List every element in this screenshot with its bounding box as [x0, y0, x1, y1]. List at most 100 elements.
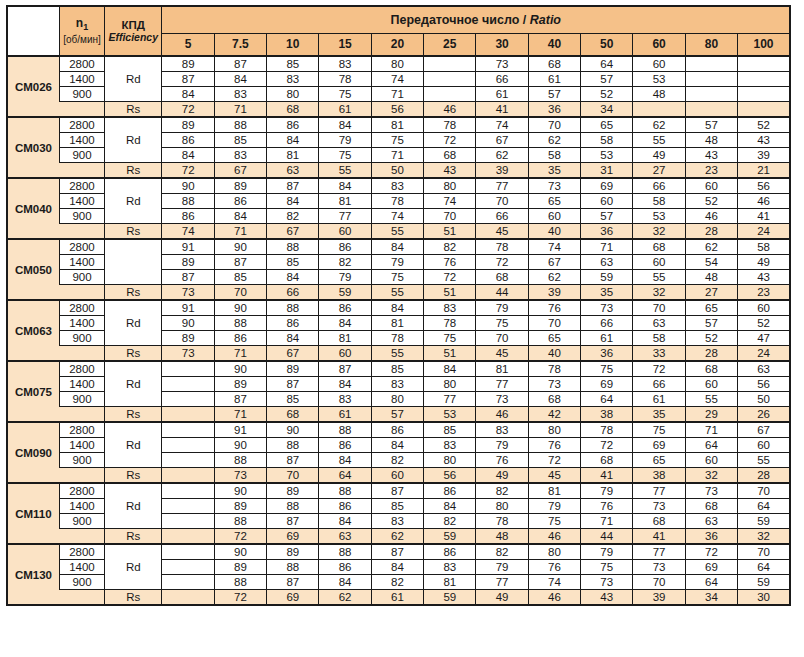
efficiency-value-cell: 72: [424, 270, 476, 285]
rs-row: Rs747167605551454036322824: [7, 224, 790, 240]
efficiency-value-cell: 48: [685, 133, 737, 148]
efficiency-value-cell: 86: [319, 499, 371, 514]
rs-value-cell: 55: [371, 346, 423, 362]
rs-label: Rs: [105, 285, 162, 301]
rs-value-cell: 67: [267, 346, 319, 362]
efficiency-value-cell: 71: [581, 514, 633, 529]
efficiency-value-cell: 87: [214, 255, 266, 270]
efficiency-value-cell: 75: [424, 331, 476, 346]
efficiency-value-cell: 67: [528, 255, 580, 270]
efficiency-value-cell: 64: [738, 560, 790, 575]
efficiency-value-cell: 86: [214, 331, 266, 346]
efficiency-value-cell: 77: [633, 544, 685, 560]
efficiency-value-cell: 69: [633, 438, 685, 453]
efficiency-value-cell: 85: [267, 392, 319, 407]
efficiency-value-cell: [424, 87, 476, 102]
efficiency-value-cell: 85: [214, 133, 266, 148]
efficiency-value-cell: 88: [267, 300, 319, 316]
efficiency-value-cell: 66: [633, 178, 685, 194]
speed-cell: 900: [59, 87, 104, 102]
efficiency-value-cell: 65: [581, 117, 633, 133]
efficiency-value-cell: 64: [685, 438, 737, 453]
efficiency-value-cell: 72: [528, 453, 580, 468]
rs-value-cell: 23: [738, 285, 790, 301]
efficiency-value-cell: 88: [162, 194, 214, 209]
rs-value-cell: 55: [371, 224, 423, 240]
rs-value-cell: 34: [581, 102, 633, 118]
efficiency-value-cell: 81: [371, 117, 423, 133]
efficiency-value-cell: 68: [685, 361, 737, 377]
speed-cell: 1400: [59, 133, 104, 148]
efficiency-value-cell: [738, 72, 790, 87]
rs-value-cell: 32: [633, 285, 685, 301]
rs-value-cell: 69: [267, 529, 319, 545]
rs-value-cell: 46: [528, 590, 580, 606]
efficiency-value-cell: 87: [214, 392, 266, 407]
efficiency-value-cell: 68: [424, 148, 476, 163]
rs-label: Rs: [105, 529, 162, 545]
ratio-column-header: 30: [476, 33, 528, 56]
efficiency-value-cell: 78: [424, 117, 476, 133]
rs-value-cell: 59: [424, 590, 476, 606]
efficiency-value-cell: 55: [738, 453, 790, 468]
efficiency-value-cell: 72: [476, 255, 528, 270]
speed-cell: 1400: [59, 438, 104, 453]
efficiency-value-cell: 83: [267, 72, 319, 87]
efficiency-value-cell: 88: [319, 422, 371, 438]
rs-row: Rs737167605551454036332824: [7, 346, 790, 362]
efficiency-value-cell: [162, 422, 214, 438]
efficiency-value-cell: 64: [685, 575, 737, 590]
efficiency-value-cell: 83: [424, 560, 476, 575]
efficiency-value-cell: 85: [371, 361, 423, 377]
efficiency-value-cell: 75: [581, 560, 633, 575]
rs-value-cell: 50: [371, 163, 423, 179]
efficiency-value-cell: [685, 56, 737, 72]
efficiency-value-cell: 87: [214, 56, 266, 72]
rs-value-cell: 46: [476, 407, 528, 423]
rs-label: Rs: [105, 346, 162, 362]
rs-spacer-cell: [59, 407, 104, 423]
efficiency-value-cell: 84: [214, 209, 266, 224]
rs-row: Rs7269626159494643393430: [7, 590, 790, 606]
rs-row: Rs7269636259484644413632: [7, 529, 790, 545]
rd-cell: Rd: [105, 422, 162, 468]
efficiency-value-cell: 61: [581, 331, 633, 346]
ratio-title-ru: Передаточное число: [390, 13, 519, 27]
efficiency-value-cell: 73: [476, 56, 528, 72]
efficiency-value-cell: 70: [476, 331, 528, 346]
efficiency-value-cell: [162, 392, 214, 407]
efficiency-value-cell: 58: [528, 148, 580, 163]
efficiency-value-cell: 79: [476, 560, 528, 575]
rs-value-cell: 71: [214, 224, 266, 240]
efficiency-value-cell: 90: [214, 361, 266, 377]
efficiency-value-cell: 87: [371, 483, 423, 499]
rs-value-cell: 24: [738, 346, 790, 362]
efficiency-value-cell: 77: [476, 178, 528, 194]
speed-cell: 1400: [59, 316, 104, 331]
efficiency-value-cell: 84: [371, 300, 423, 316]
rs-value-cell: 55: [371, 285, 423, 301]
efficiency-value-cell: 87: [162, 270, 214, 285]
efficiency-value-cell: 54: [685, 255, 737, 270]
speed-cell: 900: [59, 270, 104, 285]
efficiency-value-cell: 48: [685, 270, 737, 285]
rs-value-cell: 61: [319, 102, 371, 118]
efficiency-value-cell: 82: [424, 239, 476, 255]
efficiency-value-cell: [162, 560, 214, 575]
efficiency-value-cell: 64: [738, 499, 790, 514]
efficiency-value-cell: 43: [738, 270, 790, 285]
efficiency-value-cell: 53: [633, 72, 685, 87]
rs-value-cell: [162, 529, 214, 545]
data-row: CM0502800919088868482787471686258: [7, 239, 790, 255]
efficiency-value-cell: 60: [633, 56, 685, 72]
efficiency-value-cell: [162, 438, 214, 453]
rs-value-cell: 51: [424, 224, 476, 240]
efficiency-value-cell: 84: [214, 72, 266, 87]
speed-cell: 900: [59, 392, 104, 407]
rs-value-cell: 72: [162, 163, 214, 179]
efficiency-value-cell: 83: [319, 392, 371, 407]
rs-value-cell: 27: [685, 285, 737, 301]
efficiency-value-cell: 85: [371, 499, 423, 514]
rs-value-cell: 33: [633, 346, 685, 362]
data-row: CM1102800Rd9089888786828179777370: [7, 483, 790, 499]
